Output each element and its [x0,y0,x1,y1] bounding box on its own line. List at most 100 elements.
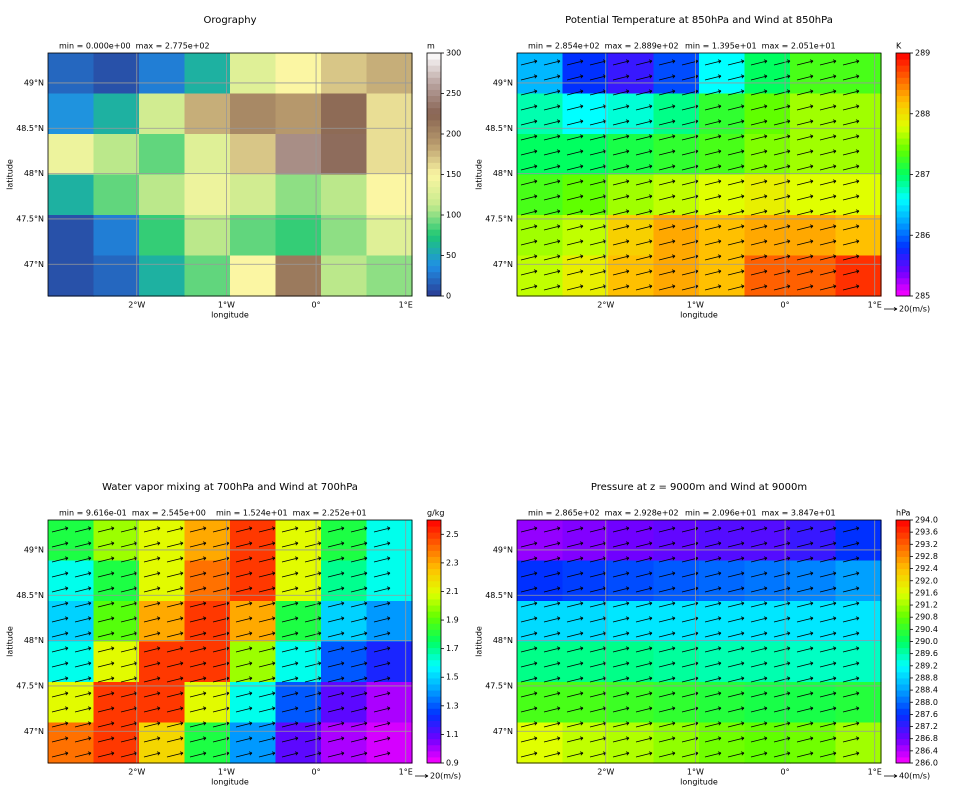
wind-arrow [74,706,92,713]
wind-arrow [750,149,768,156]
wind-arrow [727,284,745,291]
wind-arrow [281,556,299,563]
wind-arrow [658,89,676,96]
wind-arrow [166,526,184,533]
wind-arrow [258,691,276,698]
y-tick-label: 48°N [24,636,44,645]
wind-arrow [658,164,676,171]
wind-arrow [166,706,184,713]
colorbar-band [427,144,441,151]
colorbar-band [896,210,910,218]
wind-arrow [566,571,584,578]
field-cell [562,174,609,216]
wind-arrow [819,751,837,758]
wind-arrow [635,149,653,156]
wind-arrow [566,721,584,728]
x-tick-label: 1°E [868,301,882,310]
colorbar-band [896,53,910,60]
wind-arrow [704,691,722,698]
annotation: min = 1.524e+01 max = 2.252e+01 [216,509,367,518]
colorbar-tick-label: 0.9 [446,759,459,768]
wind-arrow [612,646,630,653]
wind-arrow [166,736,184,743]
colorbar-tick-label: 291.2 [915,601,938,610]
wind-arrow [350,721,368,728]
wind-arrow [658,74,676,81]
colorbar-band [896,144,910,151]
field-cell [48,682,95,724]
wind-arrow [143,721,161,728]
wind-arrow [543,721,561,728]
wind-arrow [281,616,299,623]
wind-arrow [543,74,561,81]
wind-arrow [819,59,837,66]
field-cell [699,641,746,683]
colorbar-band [427,744,441,752]
wind-arrow [842,74,860,81]
wind-arrow [612,631,630,638]
wind-arrow [258,661,276,668]
wind-arrow [373,586,391,593]
field-cell [230,53,277,95]
wind-arrow [704,736,722,743]
wind-arrow [166,646,184,653]
wind-arrow [520,239,538,246]
field-cell [184,134,231,176]
wind-arrow [750,104,768,111]
wind-arrow [373,676,391,683]
wind-arrow [520,601,538,608]
wind-arrow [543,104,561,111]
wind-arrow [281,586,299,593]
wind-arrow [773,676,791,683]
colorbar-tick-label: 290.0 [915,637,938,646]
wind-arrow [635,59,653,66]
field-cell [275,641,322,683]
y-tick-label: 48°N [24,169,44,178]
wind-arrow [658,254,676,261]
wind-arrow [97,676,115,683]
wind-arrow [842,601,860,608]
wind-arrow [819,89,837,96]
wind-arrow [97,526,115,533]
colorbar-band [896,605,910,612]
wind-arrow [773,284,791,291]
colorbar-frame [426,519,442,764]
colorbar-band [896,259,910,267]
wind-arrow [281,571,299,578]
colorbar-band [896,623,910,630]
colorbar-band [427,125,441,133]
wind-arrow [773,526,791,533]
wind-arrow [727,721,745,728]
wind-arrow [819,631,837,638]
wind-arrow [327,601,345,608]
wind-arrow [235,601,253,608]
quiver-key-label: 20(m/s) [430,772,461,781]
colorbar-band [427,277,441,285]
wind-arrow [796,631,814,638]
wind-arrow [235,556,253,563]
wind-arrow [773,556,791,563]
colorbar-tick-label: 1.5 [446,673,459,682]
wind-arrow [750,164,768,171]
field-cell [93,93,140,135]
colorbar-band [896,659,910,667]
wind-arrow [543,691,561,698]
wind-arrow [350,586,368,593]
wind-arrow [74,736,92,743]
wind-arrow [658,119,676,126]
field-cell [653,174,700,216]
field-cell [139,93,186,135]
wind-arrow [819,541,837,548]
wind-arrow [258,526,276,533]
colorbar-tick-label: 288.8 [915,673,938,682]
colorbar-band [896,223,910,230]
wind-arrow [543,179,561,186]
wind-arrow [658,239,676,246]
colorbar-band [896,162,910,169]
wind-arrow [842,616,860,623]
wind-arrow [566,284,584,291]
wind-arrow [796,224,814,231]
wind-arrow [373,646,391,653]
colorbar-band [896,71,910,78]
